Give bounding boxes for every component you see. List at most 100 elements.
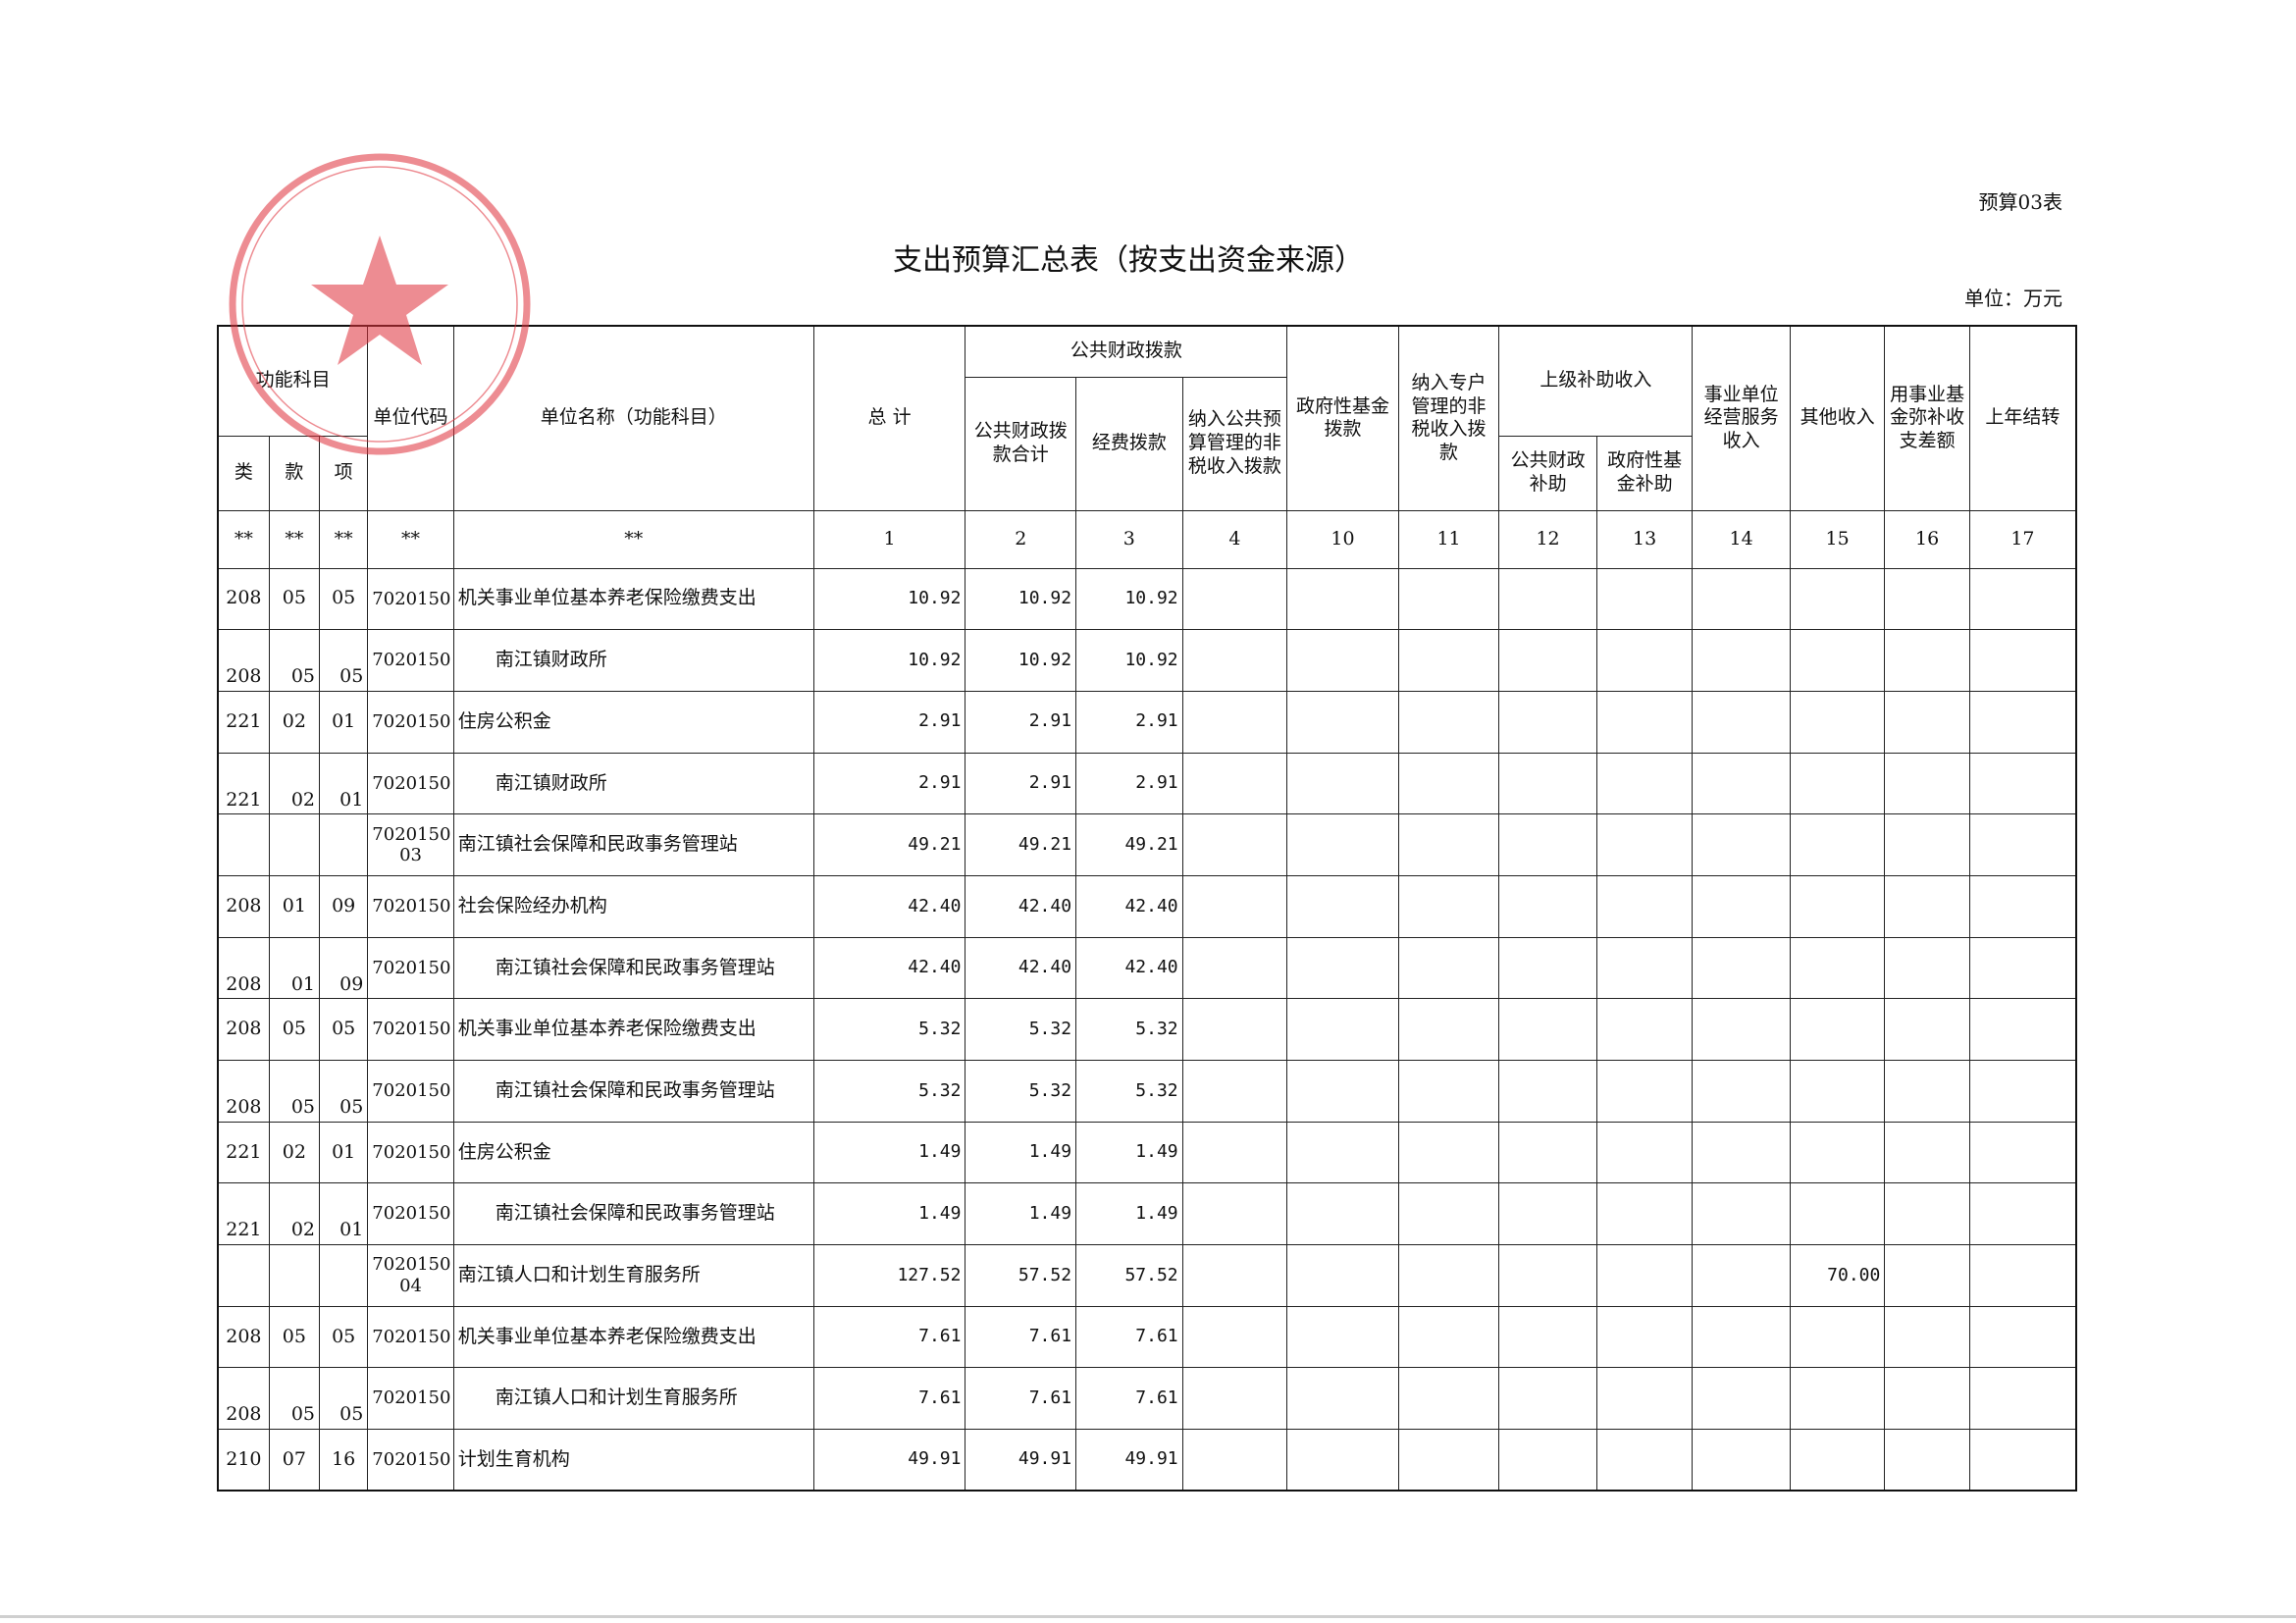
cell: 南江镇人口和计划生育服务所 (452, 1367, 814, 1431)
cell (1884, 1367, 1970, 1431)
cell: 南江镇财政所 (452, 752, 814, 815)
cell: 42.40 (965, 874, 1077, 938)
cell: 2.91 (1075, 752, 1183, 815)
cell: 10.92 (1075, 567, 1183, 631)
header-cell: 功能科目 (217, 325, 369, 437)
cell: 221 (217, 1182, 270, 1246)
cell: 49.91 (1075, 1429, 1183, 1492)
cell: 5.32 (965, 1060, 1077, 1123)
index-cell: 11 (1397, 509, 1500, 569)
cell (1789, 998, 1886, 1061)
header-cell: 项 (319, 435, 369, 511)
cell (1968, 813, 2077, 876)
cell: 127.52 (812, 1244, 966, 1307)
cell: 208 (217, 874, 270, 938)
cell: 南江镇财政所 (452, 629, 814, 692)
cell (1181, 813, 1288, 876)
cell: 57.52 (965, 1244, 1077, 1307)
cell: 住房公积金 (452, 1121, 814, 1184)
cell (268, 1244, 321, 1307)
cell: 49.21 (965, 813, 1077, 876)
cell (1498, 936, 1597, 1000)
cell (1968, 1429, 2077, 1492)
cell (1595, 1244, 1694, 1307)
cell (1789, 690, 1886, 754)
cell (1498, 1182, 1597, 1246)
cell (1968, 1060, 2077, 1123)
cell (1498, 1367, 1597, 1431)
cell: 南江镇社会保障和民政事务管理站 (452, 936, 814, 1000)
cell: 210 (217, 1429, 270, 1492)
cell: 机关事业单位基本养老保险缴费支出 (452, 998, 814, 1061)
cell (1884, 813, 1970, 876)
cell (1397, 813, 1500, 876)
header-cell: 款 (268, 435, 321, 511)
data-row: 208 05 05 7020150 南江镇社会保障和民政事务管理站 5.32 5.32 5.3… (217, 1060, 2077, 1123)
cell: 05 (319, 1305, 369, 1369)
cell: 208 (217, 1060, 270, 1123)
cell (1789, 1182, 1886, 1246)
header-cell: 纳入公共预算管理的非税收入拨款 (1181, 376, 1288, 511)
cell: 01 (319, 690, 369, 754)
cell (1884, 936, 1970, 1000)
cell: 南江镇社会保障和民政事务管理站 (452, 813, 814, 876)
cell (1397, 629, 1500, 692)
cell (1692, 1182, 1791, 1246)
cell (1498, 690, 1597, 754)
index-cell: 10 (1286, 509, 1399, 569)
data-row: 221 02 01 7020150 南江镇财政所 2.91 2.91 2.91 (217, 752, 2077, 815)
cell (1692, 690, 1791, 754)
cell: 208 (217, 567, 270, 631)
header-cell: 上年结转 (1968, 325, 2077, 511)
index-cell: ** (217, 509, 270, 569)
cell: 1.49 (812, 1182, 966, 1246)
cell (1884, 752, 1970, 815)
cell (1286, 567, 1399, 631)
cell (1181, 752, 1288, 815)
cell: 208 (217, 936, 270, 1000)
cell (1968, 1121, 2077, 1184)
cell: 208 (217, 1305, 270, 1369)
index-cell: ** (452, 509, 814, 569)
cell (1595, 752, 1694, 815)
cell (1181, 874, 1288, 938)
index-cell: ** (268, 509, 321, 569)
cell (1286, 690, 1399, 754)
cell: 1.49 (965, 1182, 1077, 1246)
header-cell: 单位名称（功能科目） (452, 325, 814, 511)
cell (1498, 629, 1597, 692)
cell (1397, 1060, 1500, 1123)
cell: 208 (217, 1367, 270, 1431)
cell (1595, 813, 1694, 876)
cell: 7020150 (367, 1182, 454, 1246)
index-cell: 3 (1075, 509, 1183, 569)
cell (217, 813, 270, 876)
cell (1968, 629, 2077, 692)
cell: 42.40 (965, 936, 1077, 1000)
cell (1498, 1060, 1597, 1123)
data-row: 221 02 01 7020150 南江镇社会保障和民政事务管理站 1.49 1.49 1.4… (217, 1182, 2077, 1246)
cell: 10.92 (812, 629, 966, 692)
cell (1181, 629, 1288, 692)
cell: 南江镇社会保障和民政事务管理站 (452, 1060, 814, 1123)
header-cell: 事业单位经营服务收入 (1692, 325, 1791, 511)
cell (1968, 567, 2077, 631)
cell (1181, 998, 1288, 1061)
header-cell: 其他收入 (1789, 325, 1886, 511)
cell: 7020150 (367, 936, 454, 1000)
cell: 05 (319, 567, 369, 631)
cell (1498, 1305, 1597, 1369)
scan-edge (0, 1615, 2296, 1618)
cell (1397, 1305, 1500, 1369)
cell (1789, 1121, 1886, 1184)
cell: 05 (319, 998, 369, 1061)
header-cell: 上级补助收入 (1498, 325, 1694, 437)
cell (1789, 874, 1886, 938)
cell: 10.92 (965, 567, 1077, 631)
cell (1498, 813, 1597, 876)
cell (1968, 690, 2077, 754)
cell (1498, 567, 1597, 631)
cell (1595, 936, 1694, 1000)
index-cell: 2 (965, 509, 1077, 569)
cell (1692, 1305, 1791, 1369)
